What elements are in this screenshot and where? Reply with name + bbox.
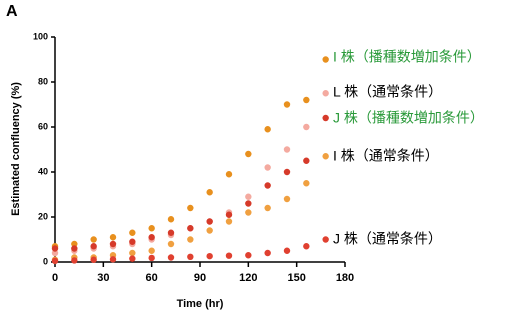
x-tick-label: 120 xyxy=(239,272,257,284)
data-point xyxy=(129,249,136,257)
data-point xyxy=(51,245,59,252)
data-point xyxy=(245,209,252,216)
y-axis-label: Estimated confluency (%) xyxy=(10,82,22,216)
data-point xyxy=(303,157,310,164)
data-point xyxy=(264,204,271,212)
data-point xyxy=(71,240,78,248)
data-point xyxy=(283,195,291,203)
series-label: L 株（通常条件） xyxy=(333,84,442,100)
data-point xyxy=(303,96,310,104)
data-point xyxy=(187,225,194,232)
x-tick-label: 150 xyxy=(287,272,305,284)
data-point xyxy=(245,252,252,259)
data-point xyxy=(264,249,271,257)
data-point xyxy=(51,257,59,265)
data-point xyxy=(90,236,97,243)
data-point xyxy=(187,204,194,212)
data-point xyxy=(206,218,213,225)
data-point xyxy=(283,168,291,176)
data-point xyxy=(148,225,155,232)
data-point xyxy=(109,234,117,241)
panel-label: A xyxy=(6,3,18,20)
data-point xyxy=(264,164,271,171)
data-point xyxy=(245,200,252,207)
data-point xyxy=(283,101,291,108)
data-point xyxy=(129,238,136,245)
data-point xyxy=(206,252,213,260)
y-tick-label: 20 xyxy=(38,211,48,221)
data-point xyxy=(167,229,175,236)
data-point xyxy=(129,229,136,236)
data-point xyxy=(167,216,175,223)
x-tick-label: 0 xyxy=(52,272,58,284)
data-point xyxy=(225,252,233,259)
data-point xyxy=(225,171,233,178)
series-label: J 株（通常条件） xyxy=(333,231,442,247)
data-point xyxy=(322,153,329,160)
data-point xyxy=(225,218,233,225)
data-point xyxy=(225,211,233,218)
data-point xyxy=(71,245,78,252)
data-point xyxy=(322,236,329,243)
data-point xyxy=(71,257,78,264)
data-point xyxy=(148,234,155,241)
data-point xyxy=(264,126,271,133)
y-tick-label: 60 xyxy=(38,121,48,131)
x-tick-label: 180 xyxy=(336,272,354,284)
data-point xyxy=(322,114,329,122)
data-point xyxy=(303,123,310,131)
data-point xyxy=(148,254,155,262)
data-point xyxy=(264,182,271,189)
series-label: J 株（播種数増加条件） xyxy=(333,110,484,126)
data-point xyxy=(109,240,117,248)
y-tick-label: 0 xyxy=(43,256,48,266)
data-point xyxy=(303,180,310,187)
series-label: I 株（播種数増加条件） xyxy=(333,49,481,65)
data-point xyxy=(245,193,252,200)
x-tick-label: 30 xyxy=(97,272,109,284)
data-point xyxy=(283,146,291,153)
y-tick-label: 100 xyxy=(33,31,48,41)
data-point xyxy=(90,243,97,250)
y-tick-label: 40 xyxy=(38,166,48,176)
data-point xyxy=(90,256,97,263)
data-point xyxy=(148,247,155,254)
data-point xyxy=(303,243,310,250)
data-point xyxy=(206,227,213,234)
data-point xyxy=(51,249,59,257)
x-tick-label: 90 xyxy=(194,272,206,284)
data-point xyxy=(322,90,329,97)
x-tick-label: 60 xyxy=(146,272,158,284)
y-tick-label: 80 xyxy=(38,76,48,86)
data-point xyxy=(129,255,136,262)
data-point xyxy=(187,236,194,243)
data-point xyxy=(187,253,194,261)
series-label: I 株（通常条件） xyxy=(333,148,439,164)
data-point xyxy=(167,254,175,261)
x-axis-label: Time (hr) xyxy=(177,298,224,310)
data-point xyxy=(245,150,252,158)
data-point xyxy=(283,247,291,254)
data-point xyxy=(167,240,175,248)
data-point xyxy=(109,256,117,263)
data-point xyxy=(322,56,329,63)
data-point xyxy=(206,189,213,196)
